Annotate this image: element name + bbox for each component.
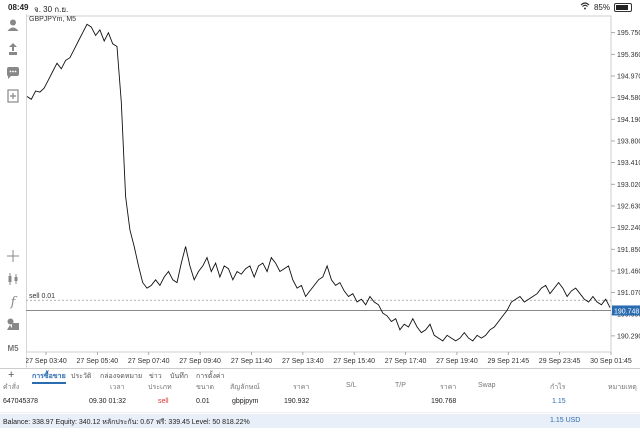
trade-arrows-icon[interactable] (4, 40, 22, 58)
tab-settings[interactable]: การตั้งค่า (196, 373, 225, 380)
status-right: 85% (580, 2, 632, 12)
timeframe-button[interactable]: M5 (7, 343, 19, 353)
col-swap: Swap (478, 382, 496, 389)
current-price-badge (612, 305, 640, 316)
current-price-label: 190.748 (614, 308, 639, 315)
chart-area[interactable]: 195.750 195.360 194.970 194.580 194.190 193.8… (26, 14, 640, 368)
x-tick-label: 30 Sep 01:45 (590, 358, 632, 365)
tab-mailbox[interactable]: กล่องจดหมาย (100, 373, 143, 380)
y-tick-label: 193.020 (617, 182, 640, 189)
price-line (26, 23, 611, 342)
objects-icon[interactable] (4, 315, 22, 333)
plot-frame (26, 15, 612, 353)
bottom-area (0, 428, 640, 447)
symbol-label: GBPJPYm, M5 (29, 16, 77, 23)
order-profit: 1.15 (552, 398, 566, 405)
table-header: คำสั่ง เวลา ประเภท ขนาด สัญลักษณ์ ราคา S… (0, 382, 640, 394)
x-tick-label: 29 Sep 23:45 (539, 358, 581, 365)
y-tick-label: 194.580 (617, 95, 640, 102)
battery-percent: 85% (593, 2, 610, 12)
col-type: ประเภท (148, 384, 172, 391)
tab-journal[interactable]: บันทึก (170, 373, 189, 380)
candlestick-icon[interactable] (4, 270, 22, 288)
col-time: เวลา (110, 384, 125, 391)
table-row[interactable]: 647045378 09.30 01:32 sell 0.01 gbpjpym … (0, 398, 640, 413)
col-size: ขนาด (196, 384, 215, 391)
col-profit: กำไร (550, 384, 566, 391)
status-date: จ. 30 ก.ย. (34, 5, 69, 14)
price-chart[interactable]: 195.750 195.360 194.970 194.580 194.190 193.8… (26, 14, 640, 368)
order-type: sell (158, 398, 169, 405)
balance-total: 1.15 USD (550, 417, 581, 424)
x-tick-label: 27 Sep 11:40 (231, 358, 272, 365)
tab-history[interactable]: ประวัติ (71, 373, 92, 380)
y-tick-label: 191.850 (617, 247, 640, 254)
order-symbol: gbpjpym (232, 398, 259, 405)
col-tp: T/P (395, 382, 406, 389)
y-tick-label: 192.240 (617, 225, 640, 232)
y-tick-label: 194.190 (617, 117, 640, 124)
y-tick-label: 195.750 (617, 30, 640, 37)
order-price: 190.768 (431, 398, 457, 405)
left-toolbar: f M5 (0, 14, 27, 368)
status-time: 08:49 (8, 3, 29, 12)
sell-level-label: sell 0.01 (29, 293, 55, 300)
y-tick-label: 191.070 (617, 290, 640, 297)
terminal-tabs: + การซื้อขาย ประวัติ กล่องจดหมาย ข่าว บั… (0, 368, 640, 384)
x-tick-label: 27 Sep 09:40 (179, 358, 221, 365)
account-icon[interactable] (4, 16, 22, 34)
wifi-icon (580, 2, 590, 12)
col-order: คำสั่ง (3, 384, 20, 391)
order-time: 09.30 01:32 (89, 398, 126, 405)
y-tick-label: 194.970 (617, 73, 640, 80)
x-tick-label: 27 Sep 07:40 (128, 358, 170, 365)
chat-icon[interactable] (4, 64, 22, 82)
y-tick-label: 190.290 (617, 333, 640, 340)
y-tick-label: 193.800 (617, 138, 640, 145)
order-id: 647045378 (3, 398, 39, 405)
indicator-f-icon[interactable]: f (10, 294, 16, 310)
order-open-price: 190.932 (284, 398, 310, 405)
battery-icon (614, 2, 632, 12)
x-tick-label: 27 Sep 15:40 (333, 358, 375, 365)
battery-fill (616, 4, 628, 10)
col-sl: S/L (346, 382, 357, 389)
tab-news[interactable]: ข่าว (149, 373, 162, 380)
x-tick-label: 27 Sep 19:40 (436, 358, 478, 365)
order-size: 0.01 (196, 398, 210, 405)
balance-bar: Balance: 338.97 Equity: 340.12 หลักประกั… (0, 414, 640, 428)
col-comment: หมายเหตุ (608, 384, 637, 391)
y-tick-label: 195.360 (617, 52, 640, 59)
y-tick-label: 192.630 (617, 203, 640, 210)
x-tick-label: 27 Sep 13:40 (282, 358, 324, 365)
add-icon[interactable]: + (8, 369, 15, 381)
col-symbol: สัญลักษณ์ (230, 384, 260, 391)
crosshair-icon[interactable] (4, 247, 22, 265)
x-tick-label: 27 Sep 17:40 (385, 358, 427, 365)
new-order-icon[interactable] (4, 87, 22, 105)
col-open-price: ราคา (293, 384, 310, 391)
status-bar: 08:49 จ. 30 ก.ย. 85% (0, 0, 640, 14)
tab-trade[interactable]: การซื้อขาย (32, 373, 66, 384)
y-tick-label: 193.410 (617, 160, 640, 167)
x-tick-label: 27 Sep 05:40 (77, 358, 119, 365)
balance-text: Balance: 338.97 Equity: 340.12 หลักประกั… (3, 419, 250, 426)
y-tick-label: 191.460 (617, 268, 640, 275)
x-tick-label: 27 Sep 03:40 (26, 358, 67, 365)
col-price: ราคา (440, 384, 457, 391)
x-tick-label: 29 Sep 21:45 (487, 358, 529, 365)
